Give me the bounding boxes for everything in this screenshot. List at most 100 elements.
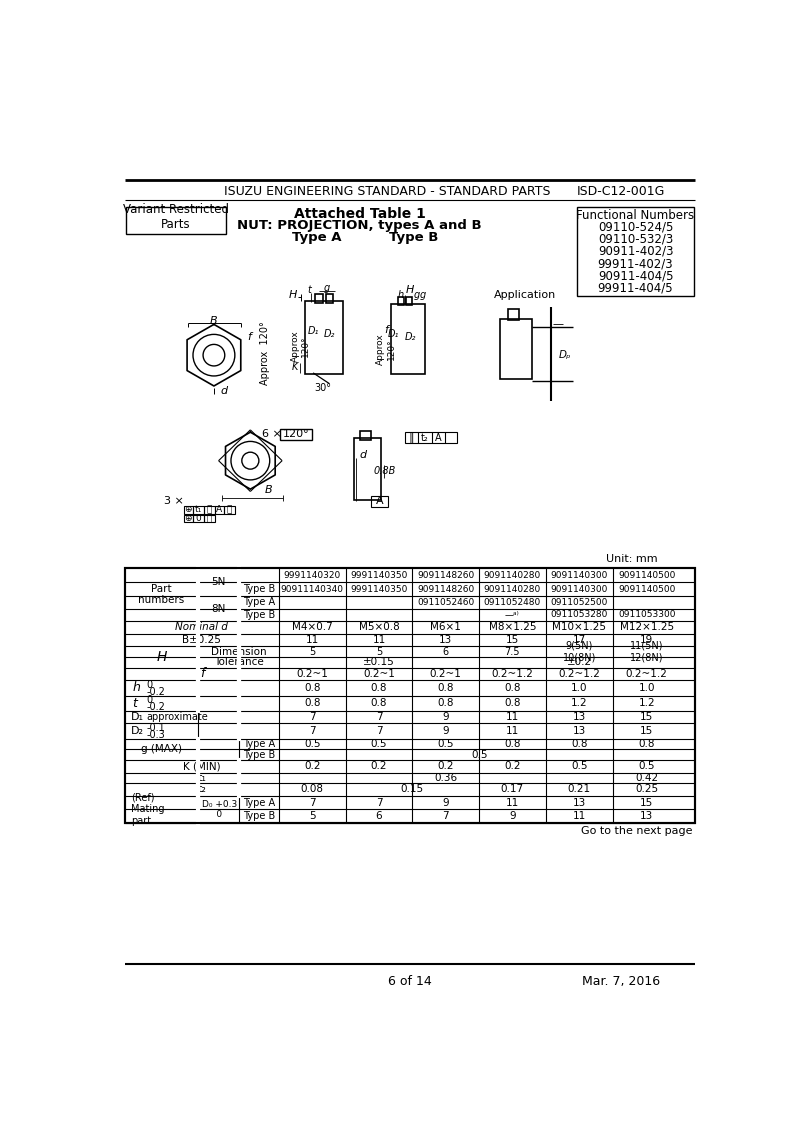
Text: Variant Restricted
Parts: Variant Restricted Parts (123, 204, 229, 232)
Text: 0.5: 0.5 (304, 739, 321, 749)
Bar (390, 303, 425, 374)
Text: 120°: 120° (282, 430, 310, 440)
Text: 0.8: 0.8 (438, 683, 454, 693)
Text: M8×1.25: M8×1.25 (489, 622, 536, 632)
Bar (406, 297, 412, 305)
Text: 13: 13 (573, 713, 586, 722)
Text: 0.8: 0.8 (504, 698, 521, 708)
Text: 0.2~1: 0.2~1 (363, 668, 395, 679)
Text: 0: 0 (146, 680, 153, 690)
Text: 0.8: 0.8 (571, 739, 587, 749)
Text: 90911-404/5: 90911-404/5 (598, 269, 674, 283)
Text: 99911-402/3: 99911-402/3 (598, 257, 674, 270)
Bar (126, 207, 226, 234)
Text: 0.8B: 0.8B (374, 466, 396, 476)
Bar (398, 297, 404, 305)
Text: 15: 15 (640, 713, 654, 722)
Text: M12×1.25: M12×1.25 (620, 622, 674, 632)
Text: Approx
120°: Approx 120° (376, 334, 396, 365)
Text: 6: 6 (442, 647, 449, 657)
Text: D₁: D₁ (131, 713, 144, 722)
Text: t₂: t₂ (421, 432, 429, 442)
Text: -0.2: -0.2 (146, 702, 166, 713)
Bar (280, 429, 312, 440)
Text: 0.8: 0.8 (438, 698, 454, 708)
Bar (193, 515, 204, 523)
Text: 19: 19 (640, 636, 654, 645)
Text: 0: 0 (146, 696, 153, 705)
Text: 0: 0 (195, 513, 202, 523)
Text: 0.8: 0.8 (504, 739, 521, 749)
Text: 0911052460: 0911052460 (417, 598, 474, 607)
Text: Approx  120°: Approx 120° (260, 321, 270, 385)
Text: h: h (398, 291, 404, 300)
Text: d: d (360, 450, 367, 460)
Text: B±0.25: B±0.25 (182, 636, 222, 645)
Text: ∥: ∥ (409, 432, 414, 443)
Bar (578, 207, 694, 296)
Text: 0.2: 0.2 (438, 761, 454, 771)
Text: f: f (248, 333, 251, 343)
Text: Type A: Type A (292, 231, 342, 244)
Bar (315, 294, 323, 303)
Text: g (MAX): g (MAX) (141, 744, 182, 754)
Text: 0.2: 0.2 (504, 761, 521, 771)
Text: 13: 13 (640, 811, 654, 821)
Text: 0.25: 0.25 (635, 785, 658, 794)
Text: approximate: approximate (146, 713, 208, 722)
Text: D₂: D₂ (404, 333, 416, 343)
Text: 7: 7 (376, 726, 382, 736)
Text: 15: 15 (640, 726, 654, 736)
Text: ±0.15: ±0.15 (363, 657, 395, 667)
Text: 90911-402/3: 90911-402/3 (598, 244, 674, 258)
Text: 11: 11 (506, 713, 519, 722)
Text: 9991140320: 9991140320 (284, 571, 341, 580)
Text: Ⓜ: Ⓜ (206, 513, 212, 523)
Text: ISUZU ENGINEERING STANDARD - STANDARD PARTS: ISUZU ENGINEERING STANDARD - STANDARD PA… (223, 185, 550, 198)
Text: (Ref)
Mating
part: (Ref) Mating part (131, 793, 165, 826)
Text: Nominal d: Nominal d (175, 622, 228, 632)
Text: t₂: t₂ (198, 785, 206, 794)
Text: 9091140500: 9091140500 (618, 571, 675, 580)
Text: 1.0: 1.0 (571, 683, 587, 693)
Text: 0911052480: 0911052480 (484, 598, 541, 607)
Text: 6 ×: 6 × (262, 430, 282, 440)
Bar (125, 569, 695, 823)
Text: D₂: D₂ (324, 329, 335, 339)
Text: 9991140350: 9991140350 (350, 585, 408, 594)
Text: t: t (307, 285, 311, 295)
Text: M6×1: M6×1 (430, 622, 461, 632)
Text: 13: 13 (439, 636, 452, 645)
Bar (204, 506, 214, 513)
Text: 7: 7 (376, 713, 382, 722)
Text: g: g (420, 291, 426, 300)
Text: —ᵃ⁾: —ᵃ⁾ (505, 610, 520, 619)
Bar (405, 432, 458, 443)
Text: 0.8: 0.8 (504, 683, 521, 693)
Text: 9991140350: 9991140350 (350, 571, 408, 580)
Bar (184, 515, 193, 523)
Text: D₀ +0.3
     0: D₀ +0.3 0 (202, 800, 237, 819)
Text: 7.5: 7.5 (505, 647, 520, 657)
Text: Dimension: Dimension (211, 647, 266, 657)
Text: 09110-524/5: 09110-524/5 (598, 221, 674, 233)
Text: Type A: Type A (243, 797, 275, 808)
Text: 9091140280: 9091140280 (484, 585, 541, 594)
Text: A: A (434, 432, 442, 442)
Text: 0.8: 0.8 (370, 698, 387, 708)
Text: A: A (376, 497, 383, 507)
Text: 7: 7 (309, 797, 316, 808)
Text: 09110-532/3: 09110-532/3 (598, 232, 673, 245)
Text: f: f (384, 325, 388, 335)
Text: 0.8: 0.8 (304, 683, 321, 693)
Text: 0.17: 0.17 (501, 785, 524, 794)
Text: 11: 11 (506, 797, 519, 808)
Text: D₁: D₁ (307, 326, 319, 336)
Text: 9: 9 (442, 726, 449, 736)
Text: 1.2: 1.2 (638, 698, 655, 708)
Text: 15: 15 (506, 636, 519, 645)
Text: Part
numbers: Part numbers (138, 584, 185, 605)
Text: 0.21: 0.21 (568, 785, 591, 794)
Text: M10×1.25: M10×1.25 (552, 622, 606, 632)
Text: Type B: Type B (242, 811, 275, 821)
